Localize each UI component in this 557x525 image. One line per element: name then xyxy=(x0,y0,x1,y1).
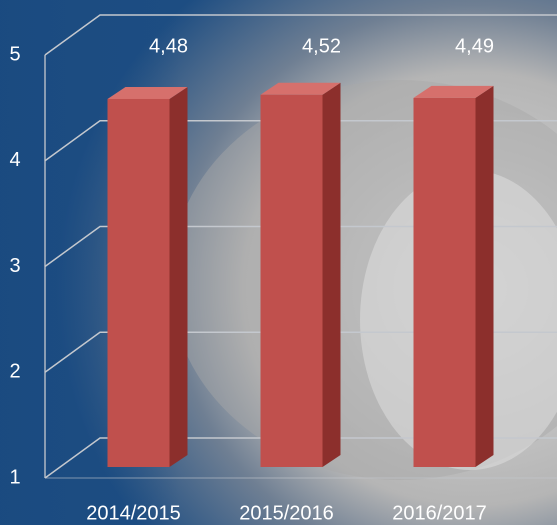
bar-side xyxy=(476,86,494,467)
chart: 1 2 3 4 5 4,48 2014/2015 4,52 2015/2016 4,49 2016/… xyxy=(0,0,557,525)
data-label: 4,52 xyxy=(302,35,341,57)
y-tick-label: 5 xyxy=(9,43,20,65)
bar-side xyxy=(323,83,341,467)
x-tick-label: 2014/2015 xyxy=(86,502,181,524)
y-tick-label: 2 xyxy=(9,361,20,383)
data-label: 4,48 xyxy=(149,35,188,57)
y-tick-label: 4 xyxy=(9,149,20,171)
y-tick-label: 1 xyxy=(9,466,20,488)
data-label: 4,49 xyxy=(455,35,494,57)
x-tick-label: 2015/2016 xyxy=(239,502,334,524)
bar xyxy=(261,95,323,467)
y-tick-label: 3 xyxy=(9,255,20,277)
page: {"chart_data": {"type": "bar3d", "catego… xyxy=(0,0,557,525)
bar xyxy=(414,98,476,467)
bar xyxy=(108,99,170,467)
x-tick-label: 2016/2017 xyxy=(392,502,487,524)
bar-side xyxy=(170,87,188,467)
